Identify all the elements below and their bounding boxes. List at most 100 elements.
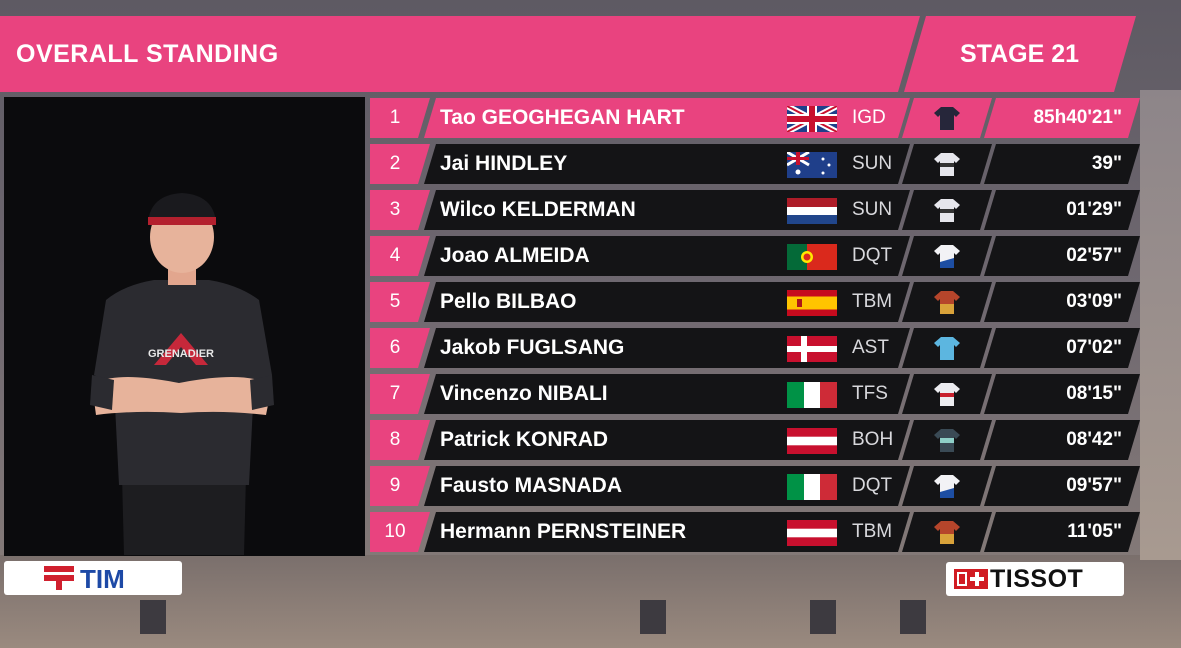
position-box [370,512,430,552]
flag-es-icon [787,290,837,316]
flag-pt-icon [787,244,837,270]
position-number: 7 [389,383,401,404]
standing-row: 5 Pello BILBAO TBM 03'09" [370,282,1140,322]
position-number: 1 [389,107,401,128]
time-gap: 39" [1091,153,1122,174]
standing-row: 6 Jakob FUGLSANG AST 07'02" [370,328,1140,368]
dqt-jersey-icon [934,475,960,498]
time-gap: 03'09" [1066,291,1122,312]
time-box [984,374,1140,414]
background-window [640,600,666,634]
position-number: 6 [389,337,401,358]
time-box [984,420,1140,460]
boh-jersey-icon [934,429,960,452]
time-box [984,282,1140,322]
ast-jersey-icon [934,337,960,360]
rider-name: Tao GEOGHEGAN HART [440,106,685,129]
flag-gb-icon [787,106,837,132]
position-number: 3 [389,199,401,220]
time-box [984,98,1140,138]
rider-name: Pello BILBAO [440,290,577,313]
flag-it-icon [787,382,837,408]
time-gap: 02'57" [1066,245,1122,266]
standing-row: 9 Fausto MASNADA DQT 09'57" [370,466,1140,506]
position-box [370,190,430,230]
rider-name: Fausto MASNADA [440,474,622,497]
flag-nl-icon [787,198,837,224]
position-box [370,144,430,184]
time-box [984,236,1140,276]
time-gap: 09'57" [1066,475,1122,496]
team-code: TFS [852,383,888,404]
team-code: DQT [852,475,893,496]
team-code: BOH [852,429,894,450]
header-bar [0,16,920,92]
sunweb-jersey-icon [934,199,960,222]
standing-row: 10 Hermann PERNSTEINER TBM 11'05" [370,512,1140,552]
time-gap: 85h40'21" [1033,107,1122,128]
team-code: TBM [852,291,893,312]
tissot-sponsor-logo: TISSOT [946,562,1124,596]
tfs-jersey-icon [934,383,960,406]
standing-row: 1 Tao GEOGHEGAN HART IGD 85h40'21" [370,98,1140,138]
position-number: 5 [389,291,401,312]
flag-at-icon [787,520,837,546]
team-code: AST [852,337,889,358]
time-gap: 01'29" [1066,199,1122,220]
team-code: SUN [852,153,893,174]
pink-jersey-icon [934,107,960,130]
rider-name: Hermann PERNSTEINER [440,520,687,543]
flag-au-icon [787,152,837,178]
time-box [984,328,1140,368]
stage-bar [904,16,1136,92]
tim-mark-icon [44,566,74,590]
position-number: 10 [384,521,406,542]
time-box [984,190,1140,230]
tissot-cross-icon [954,569,988,589]
time-gap: 11'05" [1067,521,1122,542]
position-number: 8 [389,429,401,450]
background-window [810,600,836,634]
position-box [370,98,430,138]
dqt-jersey-icon [934,245,960,268]
time-box [984,144,1140,184]
tissot-logo-text: TISSOT [990,565,1084,593]
rider-name: Wilco KELDERMAN [440,198,636,221]
team-code: SUN [852,199,893,220]
background-right [1140,90,1181,560]
flag-it-icon [787,474,837,500]
tbm-jersey-icon [934,521,960,544]
sunweb-jersey-icon [934,153,960,176]
background-window [140,600,166,634]
rider-name: Jakob FUGLSANG [440,336,625,359]
flag-dk-icon [787,336,837,362]
position-number: 4 [389,245,401,266]
rider-name: Vincenzo NIBALI [440,382,608,405]
tbm-jersey-icon [934,291,960,314]
team-code: DQT [852,245,893,266]
time-gap: 08'15" [1066,383,1122,404]
rider-name: Patrick KONRAD [440,428,609,451]
tim-logo-text: TIM [80,564,125,594]
standing-row: 2 Jai HINDLEY SUN 39" [370,144,1140,184]
standing-row: 8 Patrick KONRAD BOH 08'42" [370,420,1140,460]
rider-photo: GRENADIER [4,97,365,556]
stage-label: STAGE 21 [960,40,1080,68]
standing-row: 4 Joao ALMEIDA DQT 02'57" [370,236,1140,276]
team-code: IGD [852,107,886,128]
time-box [984,512,1140,552]
flag-at-icon [787,428,837,454]
rider-figure-icon: GRENADIER [90,193,274,555]
time-gap: 07'02" [1066,337,1122,358]
team-code: TBM [852,521,893,542]
rider-name: Jai HINDLEY [440,152,568,175]
tim-sponsor-logo: TIM [4,561,182,595]
rider-name: Joao ALMEIDA [440,244,590,267]
time-gap: 08'42" [1066,429,1122,450]
standing-row: 3 Wilco KELDERMAN SUN 01'29" [370,190,1140,230]
position-number: 9 [389,475,401,496]
svg-text:GRENADIER: GRENADIER [148,348,214,360]
position-number: 2 [389,153,401,174]
standing-row: 7 Vincenzo NIBALI TFS 08'15" [370,374,1140,414]
page-title: OVERALL STANDING [16,40,279,68]
